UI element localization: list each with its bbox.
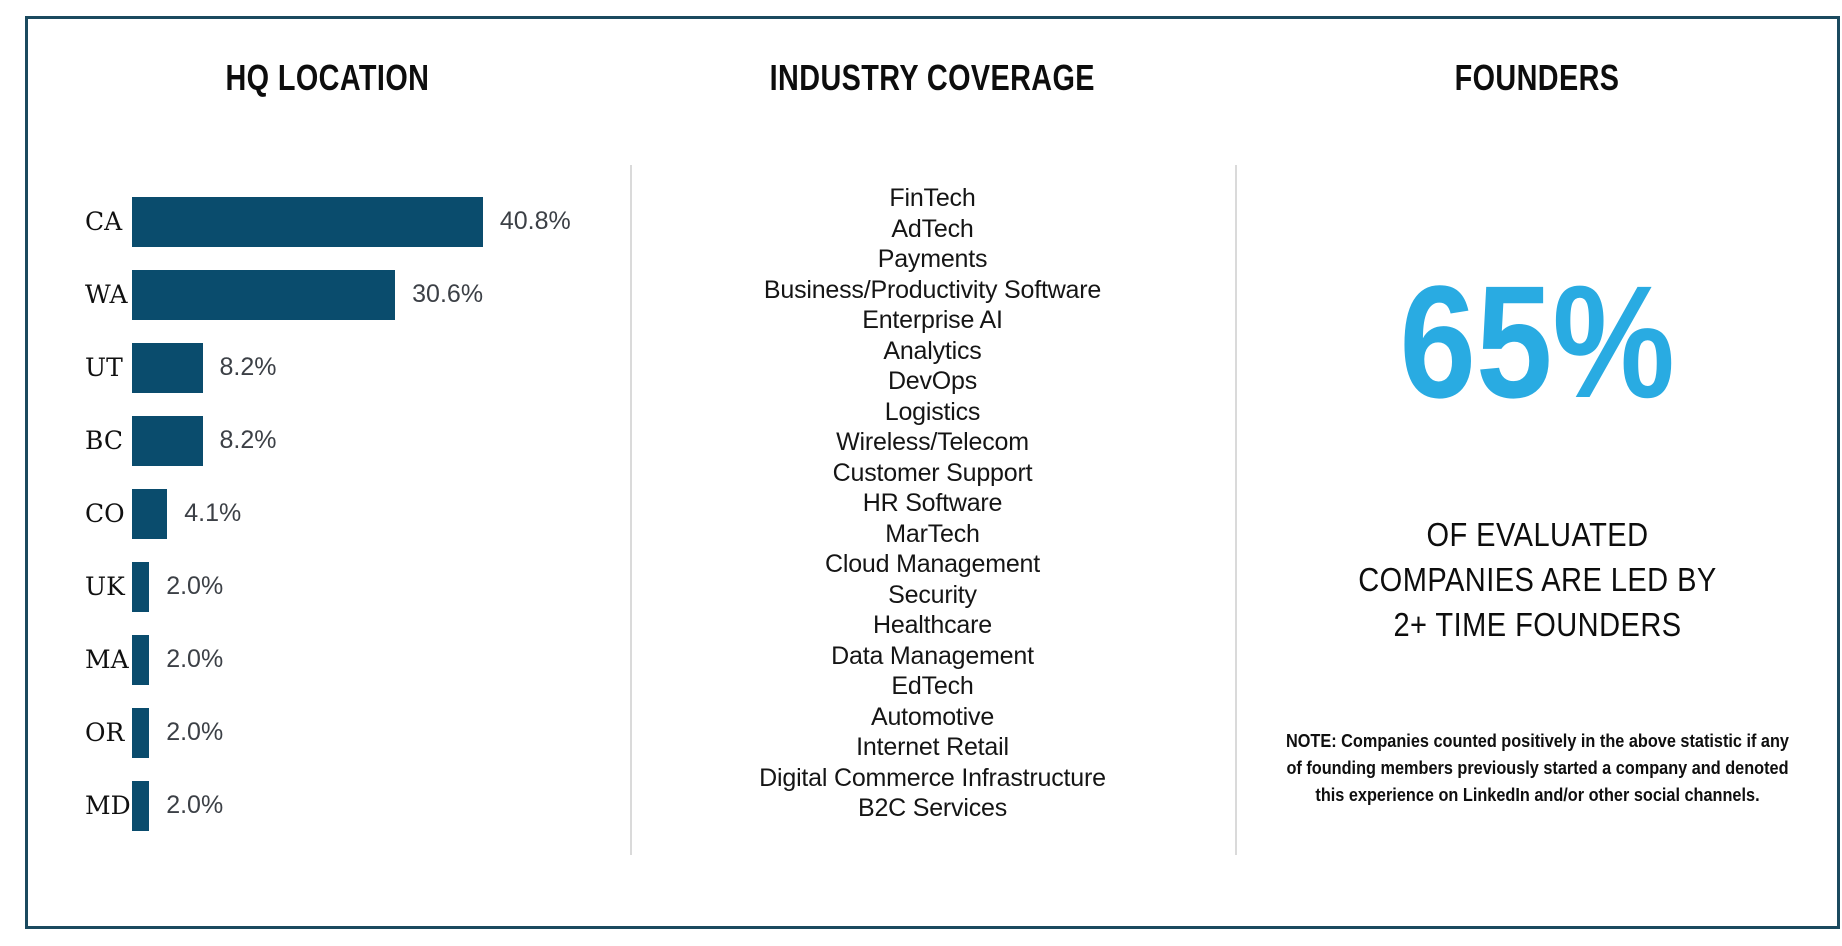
bar (132, 634, 150, 685)
hq-location-title: HQ LOCATION (25, 57, 630, 99)
bar-value-label: 2.0% (166, 718, 224, 746)
industry-item: Payments (877, 245, 988, 273)
bar-category-label: UT (85, 353, 123, 382)
bar-row: BC 8.2% (85, 404, 625, 477)
founders-title: FOUNDERS (1235, 57, 1840, 99)
bar-category-label: MA (85, 645, 129, 674)
bar-value-label: 2.0% (166, 645, 224, 673)
industry-item: Digital Commerce Infrastructure (759, 763, 1106, 792)
industry-item: FinTech (889, 184, 976, 212)
bar-row: MA 2.0% (85, 623, 625, 696)
bar-row: MD 2.0% (85, 769, 625, 842)
founders-note-line: NOTE: Companies counted positively in th… (1286, 730, 1789, 751)
bar (132, 561, 150, 612)
bar (132, 415, 203, 466)
industry-list: FinTech AdTech Payments Business/Product… (630, 183, 1235, 824)
bar-category-label: BC (85, 426, 123, 455)
industry-item: Data Management (831, 641, 1034, 670)
bar-value-label: 8.2% (219, 353, 277, 381)
industry-item: DevOps (887, 367, 978, 395)
founders-note: NOTE: Companies counted positively in th… (1271, 727, 1803, 808)
founders-statement-line: COMPANIES ARE LED BY (1358, 561, 1717, 598)
bar (132, 707, 150, 758)
industry-item: Cloud Management (825, 550, 1040, 578)
industry-item: Customer Support (832, 458, 1033, 487)
industry-item: Analytics (883, 336, 982, 365)
industry-item: Healthcare (873, 611, 992, 639)
bar-category-label: OR (85, 718, 125, 747)
bar-row: CO 4.1% (85, 477, 625, 550)
bar-category-label: UK (85, 572, 125, 601)
founders-statement-line: 2+ TIME FOUNDERS (1393, 606, 1682, 643)
bar-value-label: 2.0% (166, 572, 224, 600)
bar (132, 342, 203, 393)
column-divider-left (630, 165, 632, 855)
bar (132, 488, 168, 539)
founders-title-text: FOUNDERS (1455, 57, 1620, 98)
industry-item: Security (888, 580, 977, 609)
industry-item: B2C Services (857, 794, 1008, 822)
bar (132, 269, 396, 320)
outer-frame (25, 16, 1840, 929)
founders-stat-value: 65% (1399, 252, 1676, 431)
industry-item: Logistics (884, 397, 981, 426)
bar-row: WA 30.6% (85, 258, 625, 331)
founders-note-line: of founding members previously started a… (1286, 757, 1789, 778)
bar (132, 196, 483, 247)
industry-item: HR Software (862, 489, 1003, 517)
industry-item: Business/Productivity Software (763, 275, 1102, 304)
founders-statement: OF EVALUATED COMPANIES ARE LED BY 2+ TIM… (1271, 512, 1803, 647)
bar-category-label: WA (85, 280, 128, 309)
bar-row: UT 8.2% (85, 331, 625, 404)
bar-value-label: 40.8% (499, 207, 571, 235)
industry-item: AdTech (891, 214, 974, 243)
bar-row: UK 2.0% (85, 550, 625, 623)
founders-stat: 65% (1235, 262, 1840, 422)
bar-value-label: 4.1% (184, 499, 242, 527)
bar-category-label: CO (85, 499, 125, 528)
bar-row: CA 40.8% (85, 185, 625, 258)
bar-value-label: 2.0% (166, 791, 224, 819)
hq-location-title-text: HQ LOCATION (225, 57, 430, 98)
bar-category-label: CA (85, 207, 123, 236)
industry-item: MarTech (885, 519, 980, 548)
industry-item: Enterprise AI (862, 306, 1003, 334)
bar-value-label: 8.2% (219, 426, 277, 454)
industry-item: Automotive (870, 702, 995, 731)
industry-item: EdTech (891, 672, 974, 700)
industry-item: Wireless/Telecom (836, 428, 1029, 456)
bar-category-label: MD (85, 791, 131, 820)
industry-coverage-title: INDUSTRY COVERAGE (630, 57, 1235, 99)
column-divider-right (1235, 165, 1237, 855)
bar-value-label: 30.6% (412, 280, 484, 308)
industry-item: Internet Retail (856, 733, 1009, 761)
bar-row: OR 2.0% (85, 696, 625, 769)
bar (132, 780, 150, 831)
industry-coverage-title-text: INDUSTRY COVERAGE (769, 57, 1096, 98)
founders-statement-line: OF EVALUATED (1426, 516, 1649, 553)
founders-note-line: this experience on LinkedIn and/or other… (1315, 784, 1760, 805)
hq-location-bar-chart: CA 40.8% WA 30.6% UT 8.2% BC 8.2% (85, 185, 625, 842)
